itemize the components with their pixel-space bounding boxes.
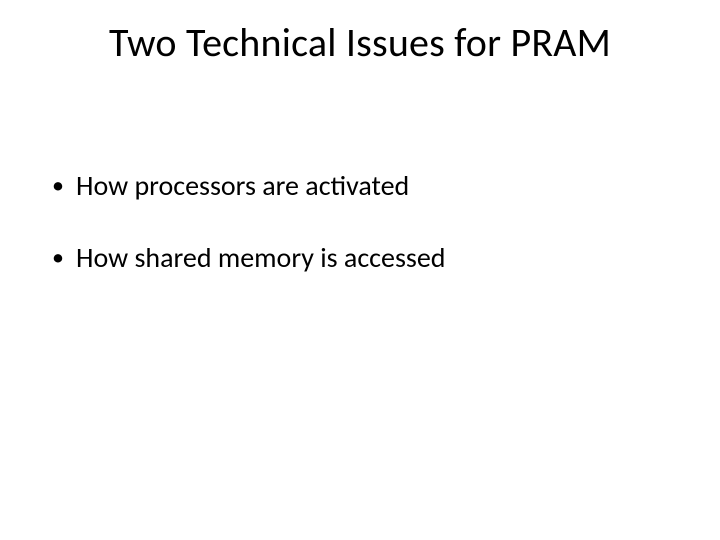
slide-body: How processors are activated How shared … bbox=[52, 170, 680, 314]
slide-title: Two Technical Issues for PRAM bbox=[0, 18, 720, 67]
bullet-item: How processors are activated bbox=[52, 170, 680, 202]
slide: Two Technical Issues for PRAM How proces… bbox=[0, 0, 720, 540]
bullet-item: How shared memory is accessed bbox=[52, 242, 680, 274]
